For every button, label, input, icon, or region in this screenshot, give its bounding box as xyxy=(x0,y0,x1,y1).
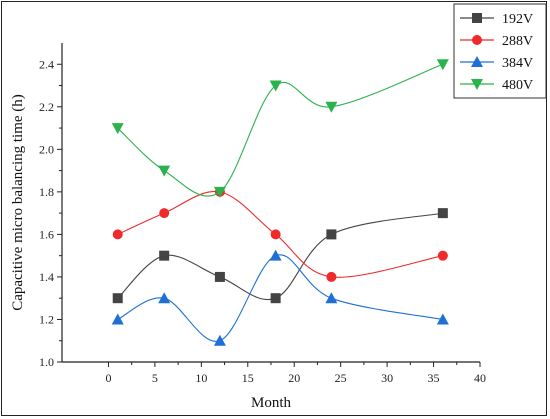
data-point-384V xyxy=(213,334,226,346)
y-tick-label: 1.8 xyxy=(39,185,54,199)
data-point-288V xyxy=(112,229,123,240)
y-tick-label: 1.6 xyxy=(39,227,54,241)
legend-label: 288V xyxy=(502,34,533,49)
data-point-480V xyxy=(158,165,171,177)
legend-swatch-marker xyxy=(471,56,483,67)
x-tick-label: 5 xyxy=(152,371,158,385)
series-layer xyxy=(111,59,449,346)
y-tick-label: 2.4 xyxy=(39,57,54,71)
legend-swatch-marker xyxy=(472,35,482,45)
data-point-192V xyxy=(437,208,448,219)
x-tick-label: 20 xyxy=(288,371,300,385)
legend-box xyxy=(453,3,547,99)
data-point-192V xyxy=(112,293,123,304)
y-axis-title: Capacitive micro balancing time (h) xyxy=(10,94,26,311)
data-point-384V xyxy=(111,313,124,325)
series-192V xyxy=(112,208,448,304)
legend-swatch-marker xyxy=(471,79,483,90)
axes: 0 5 10 15 20 25 30 35 40 1.0 1.2 1.4 1.6 1.8 2.0 2.2 2.4 xyxy=(39,43,486,385)
data-point-192V xyxy=(326,229,337,240)
data-point-384V xyxy=(269,249,282,261)
data-point-192V xyxy=(270,293,281,304)
y-tick-label: 2.2 xyxy=(39,100,54,114)
x-tick-label: 40 xyxy=(474,371,486,385)
data-point-384V xyxy=(325,292,338,304)
data-point-384V xyxy=(158,292,171,304)
data-point-480V xyxy=(269,80,282,92)
x-tick-label: 35 xyxy=(428,371,440,385)
data-point-288V xyxy=(270,229,281,240)
data-point-480V xyxy=(325,101,338,113)
data-point-480V xyxy=(111,123,124,135)
series-384V xyxy=(111,249,449,346)
series-line-480V xyxy=(117,63,444,197)
legend-label: 192V xyxy=(502,12,533,27)
y-tick-label: 1.2 xyxy=(39,312,54,326)
data-point-480V xyxy=(213,186,226,198)
legend: 192V 288V 384V 480V xyxy=(453,3,547,99)
data-point-288V xyxy=(437,250,448,261)
x-tick-label: 30 xyxy=(381,371,393,385)
legend-item-480V: 480V xyxy=(460,78,533,93)
data-point-384V xyxy=(436,313,449,325)
series-480V xyxy=(111,59,449,198)
y-tick-label: 1.0 xyxy=(39,355,54,369)
x-tick-label: 10 xyxy=(195,371,207,385)
data-point-192V xyxy=(159,250,170,261)
legend-item-288V: 288V xyxy=(460,34,533,49)
x-axis-title: Month xyxy=(251,395,292,411)
data-point-192V xyxy=(214,271,225,282)
legend-swatch-marker xyxy=(472,13,482,23)
data-point-288V xyxy=(159,208,170,219)
data-point-288V xyxy=(326,271,337,282)
legend-label: 480V xyxy=(502,78,533,93)
y-tick-label: 1.4 xyxy=(39,270,54,284)
y-tick-label: 2.0 xyxy=(39,142,54,156)
legend-item-384V: 384V xyxy=(460,56,533,71)
series-288V xyxy=(112,186,448,282)
legend-label: 384V xyxy=(502,56,533,71)
legend-item-192V: 192V xyxy=(460,12,533,27)
x-tick-label: 25 xyxy=(335,371,347,385)
x-tick-label: 15 xyxy=(242,371,254,385)
data-point-480V xyxy=(436,59,449,71)
x-tick-label: 0 xyxy=(105,371,111,385)
